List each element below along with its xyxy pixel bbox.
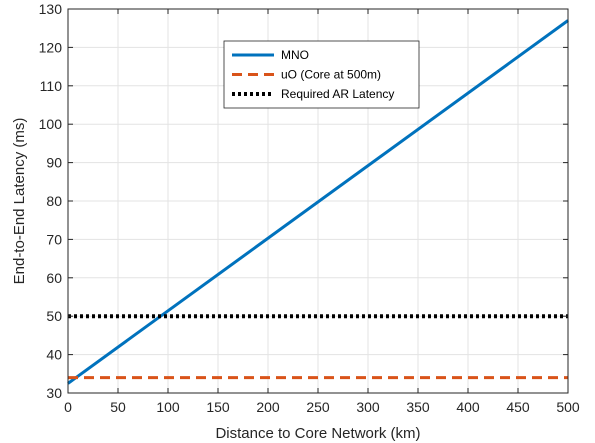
y-tick-label: 40 (46, 347, 62, 363)
y-tick-label: 60 (46, 270, 62, 286)
y-tick-label: 70 (46, 231, 62, 247)
y-tick-label: 80 (46, 193, 62, 209)
x-tick-label: 100 (156, 399, 180, 415)
y-tick-label: 100 (39, 116, 63, 132)
x-tick-label: 350 (406, 399, 430, 415)
x-tick-label: 300 (356, 399, 380, 415)
y-tick-label: 130 (39, 1, 63, 17)
y-axis-title: End-to-End Latency (ms) (11, 118, 28, 285)
legend: MNO uO (Core at 500m) Required AR Latenc… (223, 40, 420, 109)
x-axis-title: Distance to Core Network (km) (215, 425, 420, 442)
legend-label-mno: MNO (281, 48, 309, 62)
x-tick-label: 450 (506, 399, 530, 415)
x-tick-label: 0 (64, 399, 72, 415)
tick-marks (67, 8, 569, 394)
x-tick-label: 250 (306, 399, 330, 415)
x-tick-label: 400 (456, 399, 480, 415)
x-tick-label: 150 (206, 399, 230, 415)
series-line-mno (67, 19, 569, 385)
y-tick-label: 110 (40, 78, 63, 94)
y-tick-label: 50 (46, 308, 62, 324)
x-tick-label: 200 (256, 399, 280, 415)
legend-label-uo: uO (Core at 500m) (281, 68, 381, 82)
x-tick-label: 500 (556, 399, 580, 415)
x-tick-label: 50 (110, 399, 126, 415)
y-tick-label: 120 (39, 39, 63, 55)
x-tick-labels: 0 50 100 150 200 250 300 350 400 450 500 (64, 399, 580, 415)
y-tick-label: 30 (46, 385, 62, 401)
legend-label-required-ar: Required AR Latency (281, 87, 394, 101)
y-tick-labels: 30 40 50 60 70 80 90 100 110 120 130 (39, 1, 63, 401)
series-layer (67, 19, 569, 385)
y-tick-label: 90 (46, 155, 62, 171)
